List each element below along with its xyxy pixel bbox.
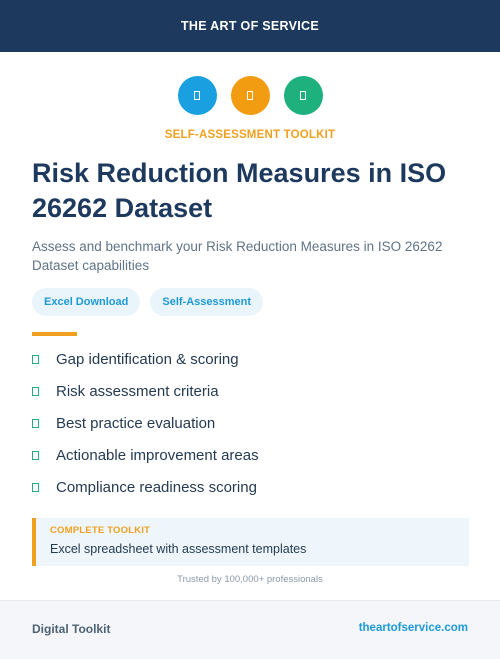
feature-item: Actionable improvement areas xyxy=(32,439,259,471)
website-link[interactable]: theartofservice.com xyxy=(358,622,468,634)
callout-label: COMPLETE TOOLKIT xyxy=(50,525,151,536)
trust-note: Trusted by 100,000+ professionals xyxy=(177,574,323,585)
tag-list: Excel Download Self-Assessment xyxy=(32,288,264,316)
chart-icon xyxy=(283,76,323,115)
brand-name: THE ART OF SERVICE xyxy=(180,19,320,33)
check-icon xyxy=(32,386,39,396)
check-icon xyxy=(32,450,39,460)
tag-excel-download: Excel Download xyxy=(32,288,141,316)
clipboard-icon xyxy=(230,76,270,115)
page-title: Risk Reduction Measures in ISO 26262 Dat… xyxy=(32,158,447,223)
icon-row xyxy=(0,76,500,115)
feature-label: Risk assessment criteria xyxy=(56,382,219,400)
spreadsheet-icon xyxy=(177,76,217,115)
feature-item: Gap identification & scoring xyxy=(32,343,259,375)
feature-item: Risk assessment criteria xyxy=(32,375,259,407)
feature-list: Gap identification & scoring Risk assess… xyxy=(32,343,259,503)
accent-divider xyxy=(32,332,77,336)
check-icon xyxy=(32,354,39,364)
feature-item: Best practice evaluation xyxy=(32,407,259,439)
check-icon xyxy=(32,482,39,492)
footer: Digital Toolkit theartofservice.com xyxy=(0,600,500,659)
toolkit-kicker: SELF-ASSESSMENT TOOLKIT xyxy=(164,129,336,141)
top-banner: THE ART OF SERVICE xyxy=(0,0,500,52)
callout-text: Excel spreadsheet with assessment templa… xyxy=(50,542,307,556)
tag-self-assessment: Self-Assessment xyxy=(150,288,264,316)
footer-label: Digital Toolkit xyxy=(32,622,111,636)
page-subtitle: Assess and benchmark your Risk Reduction… xyxy=(32,239,443,273)
feature-label: Compliance readiness scoring xyxy=(56,478,257,496)
feature-item: Compliance readiness scoring xyxy=(32,471,259,503)
feature-label: Gap identification & scoring xyxy=(56,350,239,368)
feature-label: Actionable improvement areas xyxy=(56,446,259,464)
feature-label: Best practice evaluation xyxy=(56,414,216,432)
toolkit-callout: COMPLETE TOOLKIT Excel spreadsheet with … xyxy=(32,518,469,566)
check-icon xyxy=(32,418,39,428)
